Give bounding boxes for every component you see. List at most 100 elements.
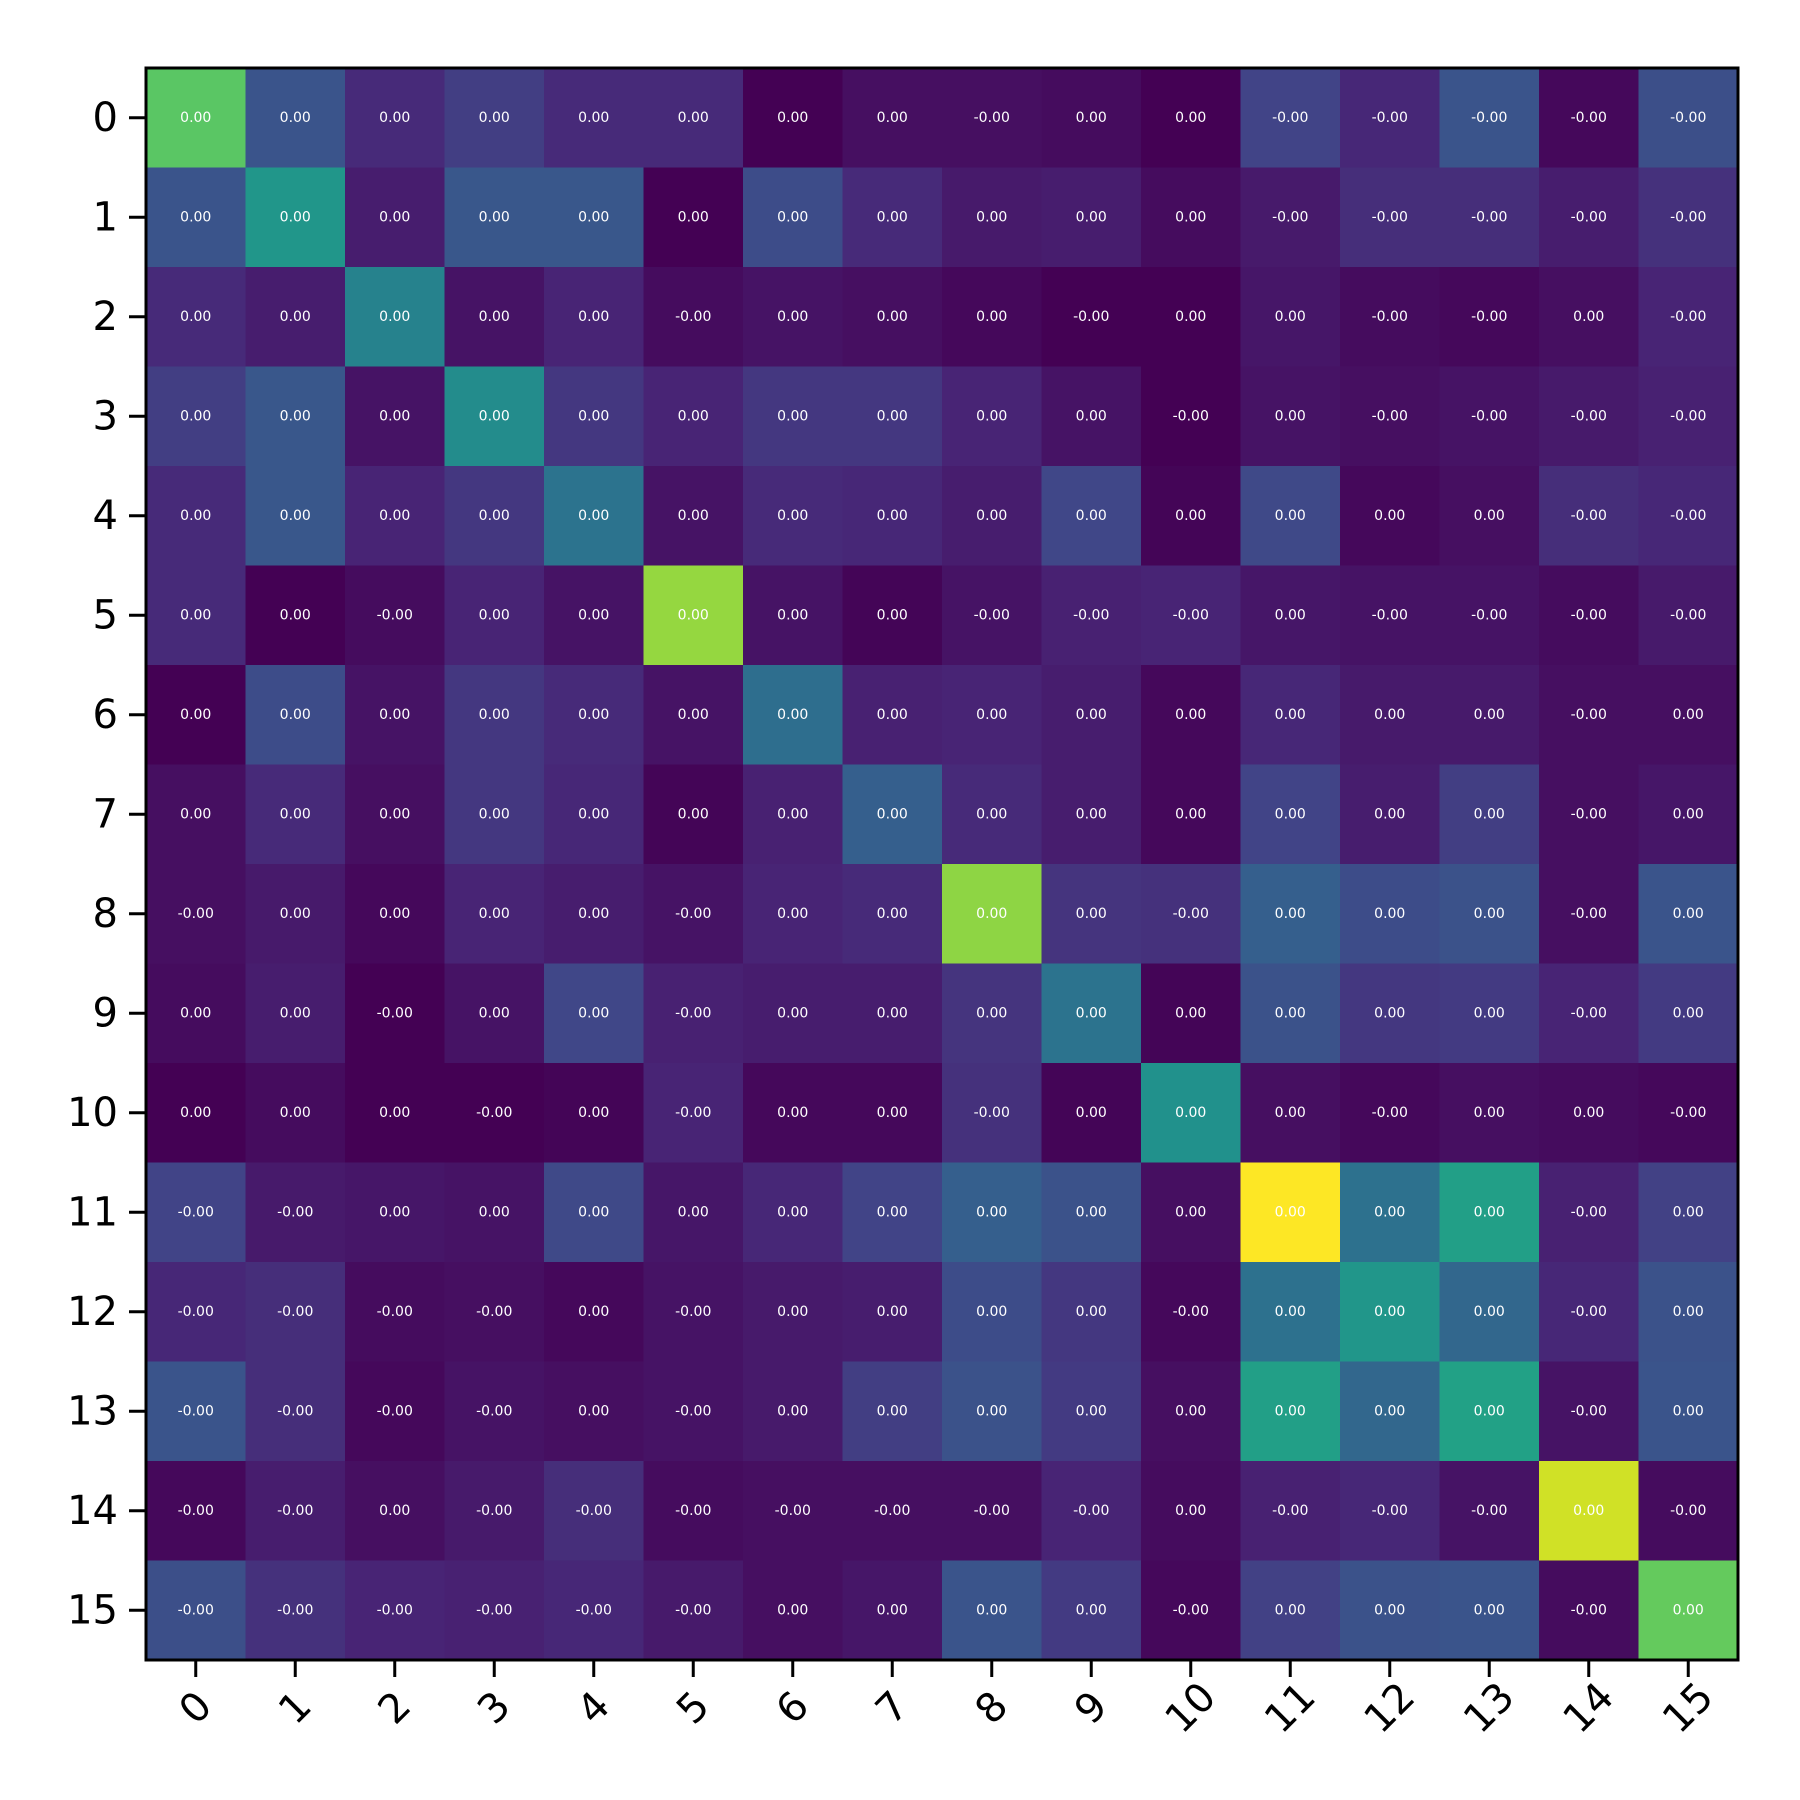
heatmap-cell — [544, 565, 645, 666]
cell-value-label: -0.00 — [675, 309, 711, 325]
cell-value-label: -0.00 — [1173, 607, 1209, 623]
cell-value-label: -0.00 — [974, 1503, 1010, 1519]
cell-value-label: 0.00 — [877, 1005, 908, 1021]
heatmap-cell — [1240, 167, 1341, 268]
heatmap-cell — [345, 1262, 446, 1363]
cell-value-label: 0.00 — [1076, 1105, 1107, 1121]
heatmap-cell — [1141, 963, 1242, 1064]
cell-value-label: -0.00 — [377, 1602, 413, 1618]
cell-value-label: 0.00 — [1374, 707, 1405, 723]
cell-value-label: 0.00 — [678, 1204, 709, 1220]
heatmap-cell — [942, 864, 1043, 965]
x-tick-label: 6 — [767, 1683, 818, 1734]
heatmap-cell — [1141, 1063, 1242, 1164]
cell-value-label: -0.00 — [178, 1204, 214, 1220]
cell-value-label: 0.00 — [379, 110, 410, 126]
heatmap-cell — [1638, 1560, 1739, 1661]
cell-value-label: -0.00 — [277, 1403, 313, 1419]
cell-value-label: -0.00 — [377, 1304, 413, 1320]
heatmap-cell — [1240, 1461, 1341, 1562]
cell-value-label: -0.00 — [277, 1304, 313, 1320]
cell-value-label: 0.00 — [1673, 1005, 1704, 1021]
x-tick-label: 14 — [1554, 1674, 1623, 1743]
cell-value-label: 0.00 — [1673, 1204, 1704, 1220]
cell-value-label: 0.00 — [180, 209, 211, 225]
cell-value-label: -0.00 — [675, 1602, 711, 1618]
cell-value-label: -0.00 — [377, 1005, 413, 1021]
heatmap-cell — [1041, 665, 1142, 766]
cell-value-label: 0.00 — [976, 209, 1007, 225]
heatmap-cell — [1638, 466, 1739, 567]
heatmap-cell — [942, 1461, 1043, 1562]
cell-value-label: 0.00 — [479, 607, 510, 623]
cell-value-label: 0.00 — [578, 209, 609, 225]
cell-value-label: 0.00 — [578, 806, 609, 822]
heatmap-cell — [146, 466, 247, 567]
cell-value-label: 0.00 — [280, 408, 311, 424]
cell-value-label: 0.00 — [1275, 408, 1306, 424]
cell-value-label: 0.00 — [777, 209, 808, 225]
cell-value-label: 0.00 — [379, 1503, 410, 1519]
cell-value-label: 0.00 — [479, 1005, 510, 1021]
heatmap-cell — [245, 1063, 346, 1164]
cell-value-label: -0.00 — [1571, 1304, 1607, 1320]
heatmap-cell — [146, 1262, 247, 1363]
cell-value-label: 0.00 — [1275, 1304, 1306, 1320]
y-tick-label: 2 — [93, 294, 118, 340]
cell-value-label: 0.00 — [877, 806, 908, 822]
heatmap-cell — [345, 665, 446, 766]
cell-value-label: -0.00 — [1272, 110, 1308, 126]
cell-value-label: 0.00 — [777, 1204, 808, 1220]
heatmap-cell — [1539, 864, 1640, 965]
heatmap-cell — [842, 764, 943, 865]
heatmap-cell — [643, 665, 744, 766]
cell-value-label: 0.00 — [1175, 110, 1206, 126]
cell-value-label: -0.00 — [675, 1403, 711, 1419]
heatmap-cell — [643, 1162, 744, 1263]
cell-value-label: 0.00 — [877, 408, 908, 424]
heatmap-cell — [444, 167, 545, 268]
cell-value-label: 0.00 — [1076, 1005, 1107, 1021]
cell-value-label: -0.00 — [1471, 110, 1507, 126]
cell-value-label: -0.00 — [576, 1503, 612, 1519]
heatmap-cell — [245, 864, 346, 965]
heatmap-cell — [1439, 1262, 1540, 1363]
heatmap-cell — [643, 68, 744, 169]
cell-value-label: 0.00 — [1076, 110, 1107, 126]
cell-value-label: -0.00 — [775, 1503, 811, 1519]
cell-value-label: -0.00 — [1571, 508, 1607, 524]
cell-value-label: 0.00 — [1076, 508, 1107, 524]
cell-value-label: 0.00 — [180, 806, 211, 822]
heatmap-cell — [1340, 963, 1441, 1064]
x-tick-label: 5 — [668, 1683, 719, 1734]
heatmap-cell — [1240, 267, 1341, 368]
cell-value-label: 0.00 — [1076, 806, 1107, 822]
cell-value-label: -0.00 — [1571, 607, 1607, 623]
heatmap-cell — [1041, 1262, 1142, 1363]
cell-value-label: 0.00 — [1175, 806, 1206, 822]
heatmap-cell — [245, 366, 346, 467]
heatmap-cell — [345, 366, 446, 467]
cell-value-label: 0.00 — [578, 607, 609, 623]
heatmap-cell — [643, 963, 744, 1064]
heatmap-cell — [444, 864, 545, 965]
cell-value-label: 0.00 — [1175, 707, 1206, 723]
cell-value-label: 0.00 — [1076, 209, 1107, 225]
cell-value-label: 0.00 — [877, 1204, 908, 1220]
heatmap-cell — [1539, 68, 1640, 169]
heatmap-cell — [842, 665, 943, 766]
cell-value-label: -0.00 — [1571, 1602, 1607, 1618]
y-tick-label: 3 — [93, 393, 118, 439]
heatmap-cell — [1141, 864, 1242, 965]
heatmap-cell — [743, 1361, 844, 1462]
heatmap-cell — [1141, 466, 1242, 567]
cell-value-label: 0.00 — [379, 707, 410, 723]
x-tick-label: 13 — [1455, 1674, 1524, 1743]
heatmap-cell — [544, 68, 645, 169]
cell-value-label: 0.00 — [578, 1204, 609, 1220]
heatmap-cell — [1240, 466, 1341, 567]
cell-value-label: -0.00 — [1670, 309, 1706, 325]
heatmap-cell — [942, 963, 1043, 1064]
cell-value-label: 0.00 — [280, 508, 311, 524]
cell-value-label: -0.00 — [1571, 408, 1607, 424]
